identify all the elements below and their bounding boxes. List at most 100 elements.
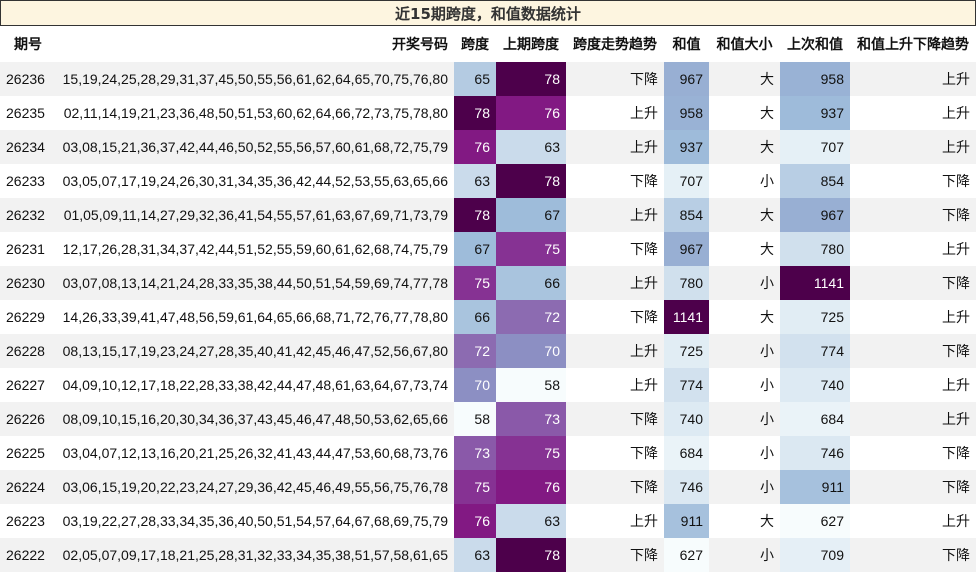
cell-sum-trend: 下降	[850, 334, 976, 368]
table-row: 26230 03,07,08,13,14,21,24,28,33,35,38,44…	[0, 266, 976, 300]
cell-span-trend: 下降	[566, 62, 664, 96]
cell-span: 67	[454, 232, 496, 266]
table-row: 26229 14,26,33,39,41,47,48,56,59,61,64,65…	[0, 300, 976, 334]
cell-sum-trend: 下降	[850, 266, 976, 300]
cell-prev-sum: 707	[780, 130, 850, 164]
cell-issue: 26226	[0, 402, 56, 436]
cell-sum-trend: 上升	[850, 96, 976, 130]
cell-numbers: 14,26,33,39,41,47,48,56,59,61,64,65,66,6…	[56, 300, 454, 334]
cell-issue: 26224	[0, 470, 56, 504]
cell-issue: 26233	[0, 164, 56, 198]
cell-span: 66	[454, 300, 496, 334]
cell-sum: 854	[664, 198, 709, 232]
cell-sum-trend: 上升	[850, 504, 976, 538]
header-size: 和值大小	[716, 37, 773, 53]
cell-size: 大	[709, 504, 780, 538]
cell-size: 小	[709, 266, 780, 300]
cell-size: 大	[709, 96, 780, 130]
cell-span-trend: 上升	[566, 504, 664, 538]
table-row: 26225 03,04,07,12,13,16,20,21,25,26,32,41…	[0, 436, 976, 470]
cell-issue: 26231	[0, 232, 56, 266]
header-span: 跨度	[461, 37, 489, 53]
table-row: 26235 02,11,14,19,21,23,36,48,50,51,53,60…	[0, 96, 976, 130]
header-sum-trend: 和值上升下降趋势	[857, 37, 969, 53]
cell-sum-trend: 上升	[850, 368, 976, 402]
cell-size: 小	[709, 470, 780, 504]
cell-size: 大	[709, 62, 780, 96]
cell-size: 大	[709, 198, 780, 232]
cell-size: 小	[709, 164, 780, 198]
cell-sum-trend: 上升	[850, 232, 976, 266]
cell-prev-sum: 911	[780, 470, 850, 504]
cell-numbers: 02,05,07,09,17,18,21,25,28,31,32,33,34,3…	[56, 538, 454, 572]
cell-issue: 26234	[0, 130, 56, 164]
cell-span: 65	[454, 62, 496, 96]
cell-sum: 725	[664, 334, 709, 368]
cell-span: 76	[454, 130, 496, 164]
cell-span-trend: 上升	[566, 368, 664, 402]
cell-numbers: 01,05,09,11,14,27,29,32,36,41,54,55,57,6…	[56, 198, 454, 232]
cell-prev-span: 78	[496, 62, 566, 96]
cell-span-trend: 下降	[566, 436, 664, 470]
cell-sum: 740	[664, 402, 709, 436]
cell-issue: 26227	[0, 368, 56, 402]
cell-prev-span: 78	[496, 164, 566, 198]
cell-numbers: 03,07,08,13,14,21,24,28,33,35,38,44,50,5…	[56, 266, 454, 300]
cell-size: 大	[709, 130, 780, 164]
cell-prev-span: 72	[496, 300, 566, 334]
table-row: 26231 12,17,26,28,31,34,37,42,44,51,52,55…	[0, 232, 976, 266]
cell-prev-sum: 967	[780, 198, 850, 232]
cell-numbers: 03,19,22,27,28,33,34,35,36,40,50,51,54,5…	[56, 504, 454, 538]
cell-span: 78	[454, 198, 496, 232]
cell-prev-span: 78	[496, 538, 566, 572]
cell-sum: 937	[664, 130, 709, 164]
cell-span-trend: 下降	[566, 402, 664, 436]
cell-size: 大	[709, 300, 780, 334]
cell-prev-span: 76	[496, 96, 566, 130]
cell-prev-span: 58	[496, 368, 566, 402]
cell-sum: 911	[664, 504, 709, 538]
cell-prev-span: 76	[496, 470, 566, 504]
cell-sum: 627	[664, 538, 709, 572]
cell-span-trend: 下降	[566, 300, 664, 334]
cell-issue: 26235	[0, 96, 56, 130]
cell-sum: 967	[664, 232, 709, 266]
cell-prev-span: 75	[496, 436, 566, 470]
cell-prev-sum: 774	[780, 334, 850, 368]
cell-sum-trend: 下降	[850, 470, 976, 504]
table-body: 26236 15,19,24,25,28,29,31,37,45,50,55,56…	[0, 62, 976, 572]
table-title: 近15期跨度，和值数据统计	[0, 0, 976, 26]
cell-span: 63	[454, 164, 496, 198]
cell-span-trend: 上升	[566, 198, 664, 232]
cell-prev-sum: 725	[780, 300, 850, 334]
cell-prev-sum: 1141	[780, 266, 850, 300]
cell-span: 76	[454, 504, 496, 538]
cell-span: 75	[454, 470, 496, 504]
cell-prev-sum: 937	[780, 96, 850, 130]
cell-prev-sum: 684	[780, 402, 850, 436]
cell-prev-sum: 740	[780, 368, 850, 402]
table-row: 26223 03,19,22,27,28,33,34,35,36,40,50,51…	[0, 504, 976, 538]
cell-sum-trend: 上升	[850, 402, 976, 436]
cell-issue: 26228	[0, 334, 56, 368]
cell-numbers: 03,08,15,21,36,37,42,44,46,50,52,55,56,5…	[56, 130, 454, 164]
cell-prev-sum: 854	[780, 164, 850, 198]
cell-span-trend: 下降	[566, 538, 664, 572]
cell-sum: 958	[664, 96, 709, 130]
header-issue: 期号	[14, 37, 42, 53]
cell-sum: 746	[664, 470, 709, 504]
cell-size: 小	[709, 402, 780, 436]
table-row: 26226 08,09,10,15,16,20,30,34,36,37,43,45…	[0, 402, 976, 436]
cell-numbers: 04,09,10,12,17,18,22,28,33,38,42,44,47,4…	[56, 368, 454, 402]
cell-sum: 1141	[664, 300, 709, 334]
table-title-text: 近15期跨度，和值数据统计	[395, 4, 581, 23]
cell-prev-span: 75	[496, 232, 566, 266]
cell-prev-span: 73	[496, 402, 566, 436]
cell-numbers: 12,17,26,28,31,34,37,42,44,51,52,55,59,6…	[56, 232, 454, 266]
cell-sum: 684	[664, 436, 709, 470]
cell-span: 78	[454, 96, 496, 130]
cell-prev-span: 63	[496, 504, 566, 538]
cell-size: 小	[709, 334, 780, 368]
cell-span: 63	[454, 538, 496, 572]
cell-sum: 780	[664, 266, 709, 300]
